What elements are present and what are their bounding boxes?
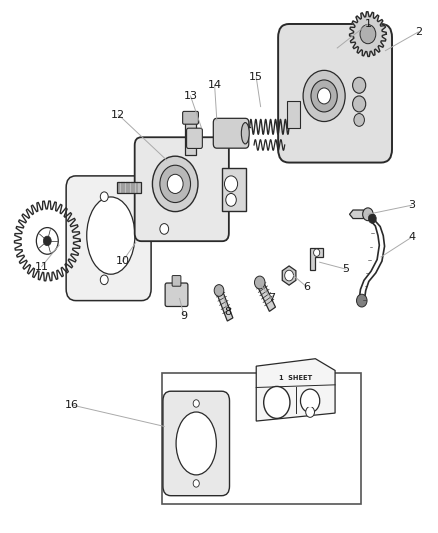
Ellipse shape [176,412,216,475]
Circle shape [353,77,366,93]
Circle shape [360,25,376,44]
Circle shape [354,114,364,126]
Polygon shape [282,266,296,285]
Text: 12: 12 [111,110,125,119]
Circle shape [305,394,315,407]
Text: 1  SHEET: 1 SHEET [279,375,312,382]
Circle shape [269,393,285,412]
Circle shape [318,88,331,104]
Text: 8: 8 [224,307,231,317]
FancyBboxPatch shape [278,24,392,163]
Text: 1: 1 [364,19,371,29]
Circle shape [300,389,320,413]
Circle shape [285,270,293,281]
Text: 10: 10 [116,256,130,266]
Circle shape [193,400,199,407]
Polygon shape [257,280,276,311]
Circle shape [311,80,337,112]
FancyBboxPatch shape [183,111,198,124]
Polygon shape [350,12,386,56]
Circle shape [214,285,224,296]
Ellipse shape [241,123,249,144]
Bar [287,101,300,128]
Circle shape [314,249,320,256]
Circle shape [306,407,314,417]
Bar [222,168,246,211]
FancyBboxPatch shape [172,276,181,286]
Circle shape [353,96,366,112]
Text: 5: 5 [343,264,350,274]
Text: 7: 7 [268,294,275,303]
Circle shape [193,480,199,487]
FancyBboxPatch shape [213,118,249,148]
Circle shape [357,294,367,307]
Text: 14: 14 [208,80,222,90]
Polygon shape [216,289,233,321]
FancyBboxPatch shape [165,283,188,306]
Circle shape [167,174,183,193]
Bar [162,373,361,504]
Polygon shape [256,359,335,421]
Circle shape [152,156,198,212]
Bar [117,182,141,193]
Circle shape [254,276,265,289]
Text: 2: 2 [415,27,422,37]
Circle shape [100,192,108,201]
Circle shape [368,214,376,223]
FancyBboxPatch shape [163,391,230,496]
Circle shape [43,236,51,246]
Text: 6: 6 [303,282,310,292]
FancyBboxPatch shape [187,128,202,148]
Ellipse shape [87,197,135,274]
Polygon shape [350,210,364,219]
Text: 15: 15 [249,72,263,82]
FancyBboxPatch shape [66,176,151,301]
Text: 11: 11 [35,262,49,271]
Polygon shape [14,201,80,281]
FancyBboxPatch shape [135,138,229,241]
Text: 16: 16 [65,400,79,410]
Circle shape [363,208,373,221]
Bar [185,123,196,155]
Circle shape [36,228,58,254]
Circle shape [160,224,169,235]
Circle shape [160,165,191,203]
Circle shape [224,176,237,192]
Circle shape [100,275,108,285]
Text: 13: 13 [184,91,198,101]
Text: 4: 4 [408,232,415,242]
Circle shape [264,386,290,418]
Polygon shape [310,248,323,270]
Circle shape [226,193,237,206]
Circle shape [303,70,345,122]
Text: 3: 3 [408,200,415,210]
Text: 9: 9 [180,311,187,320]
